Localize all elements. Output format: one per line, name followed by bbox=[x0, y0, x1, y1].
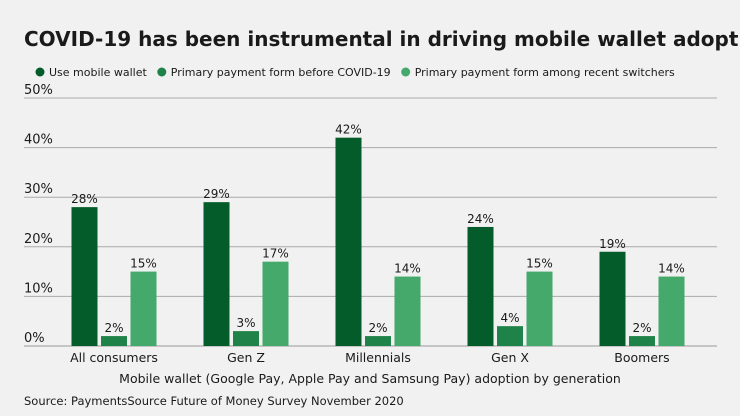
data-label: 14% bbox=[394, 262, 421, 276]
chart-title: COVID-19 has been instrumental in drivin… bbox=[24, 27, 740, 51]
data-label: 17% bbox=[262, 247, 289, 261]
bar bbox=[658, 276, 685, 346]
x-axis-label: Mobile wallet (Google Pay, Apple Pay and… bbox=[119, 371, 621, 386]
data-label: 3% bbox=[236, 316, 255, 330]
y-tick-label: 50% bbox=[24, 83, 53, 98]
bar bbox=[497, 326, 523, 346]
x-tick-label: Millennials bbox=[345, 350, 411, 365]
bar bbox=[262, 261, 289, 346]
legend-label: Use mobile wallet bbox=[49, 66, 147, 79]
data-label: 4% bbox=[500, 311, 519, 325]
bar bbox=[71, 207, 98, 346]
source-note: Source: PaymentsSource Future of Money S… bbox=[24, 394, 404, 408]
x-tick-label: Gen Z bbox=[227, 350, 265, 365]
y-tick-label: 40% bbox=[24, 133, 53, 148]
data-label: 15% bbox=[130, 257, 157, 271]
y-tick-label: 30% bbox=[24, 182, 53, 197]
data-label: 2% bbox=[104, 321, 123, 335]
bar bbox=[335, 137, 362, 346]
bar bbox=[365, 336, 391, 346]
data-label: 29% bbox=[203, 187, 230, 201]
y-tick-label: 20% bbox=[24, 232, 53, 247]
legend-label: Primary payment form among recent switch… bbox=[415, 66, 675, 79]
x-tick-label: Boomers bbox=[614, 350, 669, 365]
y-tick-label: 0% bbox=[24, 331, 45, 346]
data-label: 14% bbox=[658, 262, 685, 276]
legend-label: Primary payment form before COVID-19 bbox=[171, 66, 391, 79]
legend-marker bbox=[35, 67, 45, 77]
bar bbox=[599, 251, 626, 346]
x-tick-label: Gen X bbox=[491, 350, 529, 365]
data-label: 2% bbox=[368, 321, 387, 335]
bar bbox=[394, 276, 421, 346]
bar bbox=[629, 336, 655, 346]
bar bbox=[203, 202, 230, 346]
y-tick-label: 10% bbox=[24, 281, 53, 296]
x-tick-label: All consumers bbox=[70, 350, 158, 365]
legend-marker bbox=[401, 67, 411, 77]
bar bbox=[130, 271, 157, 346]
bar bbox=[467, 226, 494, 346]
bar bbox=[101, 336, 127, 346]
bar bbox=[526, 271, 553, 346]
data-label: 28% bbox=[71, 192, 98, 206]
data-label: 2% bbox=[632, 321, 651, 335]
data-label: 15% bbox=[526, 257, 553, 271]
data-label: 42% bbox=[335, 123, 362, 137]
data-label: 19% bbox=[599, 237, 626, 251]
legend-marker bbox=[157, 67, 167, 77]
bar bbox=[233, 331, 259, 346]
data-label: 24% bbox=[467, 212, 494, 226]
